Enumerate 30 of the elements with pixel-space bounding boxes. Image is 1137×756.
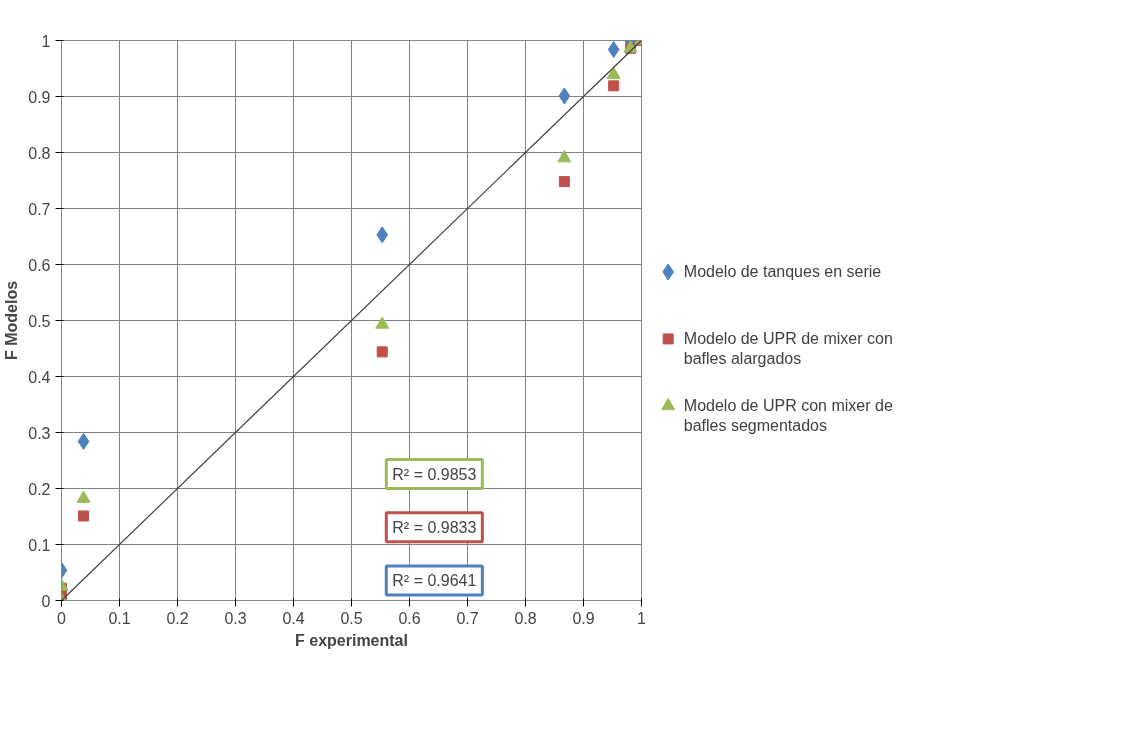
y-tick-label: 0.8 [28,144,51,162]
annotation: R² = 0.9641 [392,571,477,589]
y-tick-label: 0 [41,592,51,610]
y-tick-label: 1 [41,32,51,50]
x-tick-label: 0.2 [166,609,189,627]
annotation: R² = 0.9833 [392,518,477,536]
y-tick-label: 0.5 [28,312,51,330]
y-tick-label: 0.1 [28,536,51,554]
x-tick-label: 0.3 [224,609,247,627]
x-tick-label: 0.4 [282,609,305,627]
legend-label: Modelo de UPR de mixer con bafles alargados [683,329,893,368]
x-tick-label: 0.6 [398,609,421,627]
x-tick-label: 0.7 [456,609,479,627]
y-tick-label: 0.7 [28,200,51,218]
x-tick-label: 0.5 [340,609,363,627]
x-tick-label: 1 [637,609,647,627]
y-tick-label: 0.2 [28,480,51,498]
x-tick-label: 0 [57,609,67,627]
x-tick-label: 0.1 [108,609,131,627]
x-tick-label: 0.9 [572,609,595,627]
y-tick-label: 0.9 [28,88,51,106]
x-axis-title: F experimental [295,631,408,649]
y-tick-label: 0.6 [28,256,51,274]
legend-label: Modelo de UPR con mixer de bafles segmentados [683,396,893,435]
y-tick-label: 0.3 [28,424,51,442]
annotation: R² = 0.9853 [392,465,477,483]
y-axis-title: F Modelos [3,280,21,361]
x-tick-label: 0.8 [514,609,537,627]
legend-label: Modelo de tanques en serie [683,263,882,281]
y-tick-label: 0.4 [28,368,51,386]
